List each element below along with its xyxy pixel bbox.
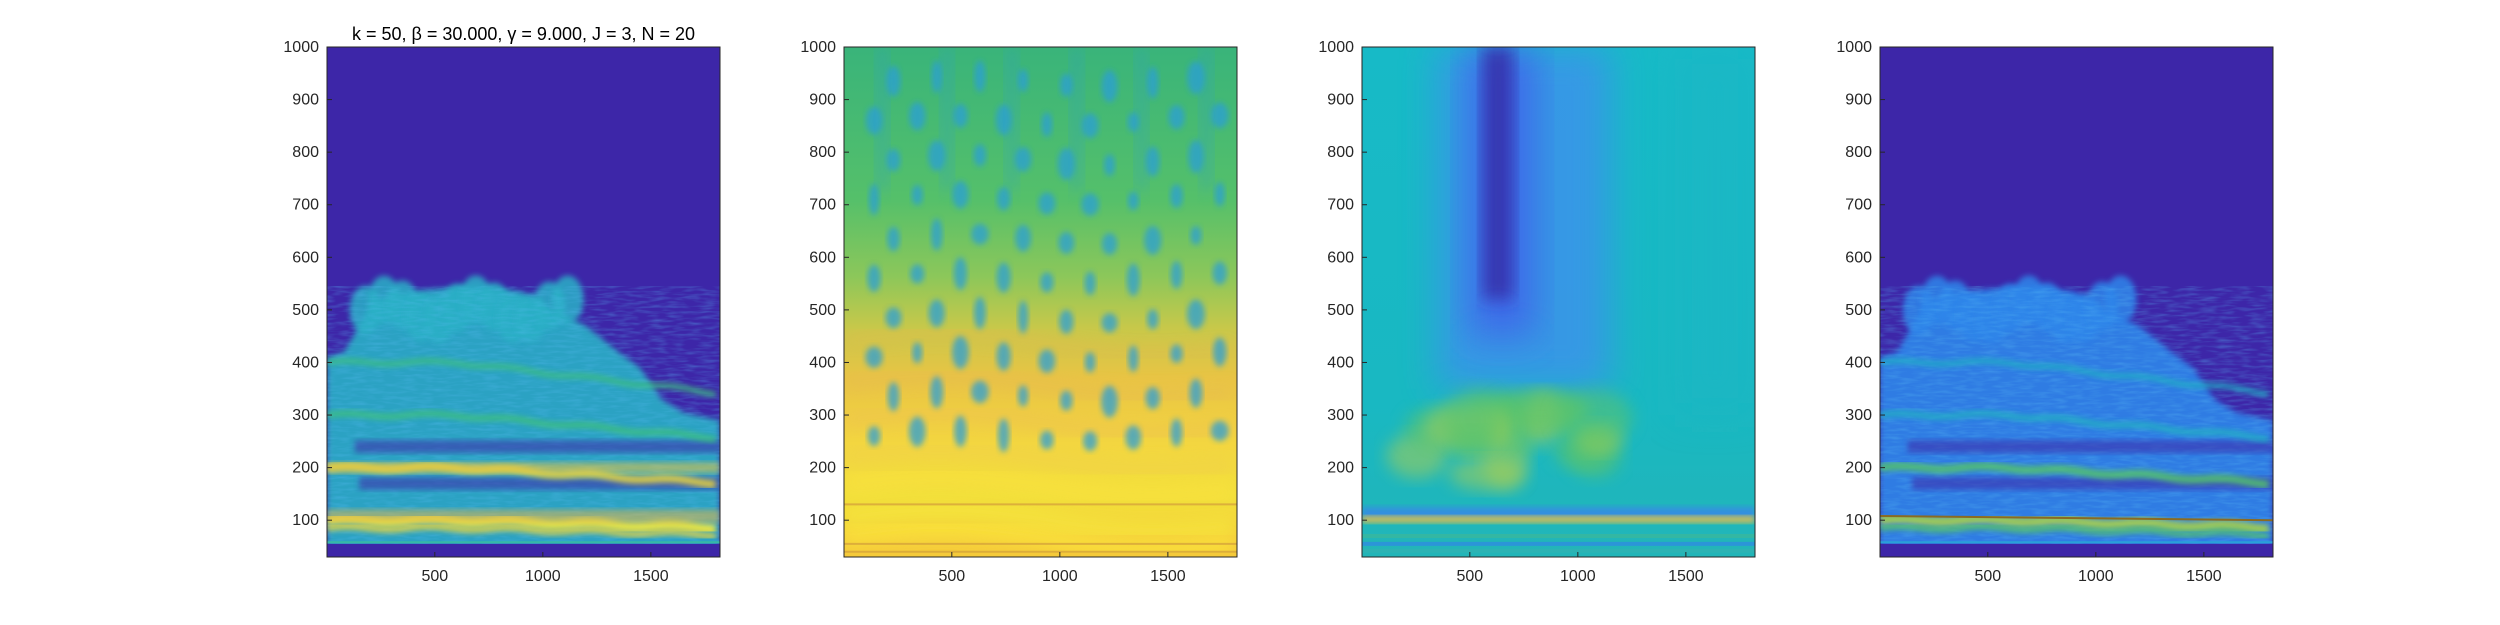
panel-title: k = 50, β = 30.000, γ = 9.000, J = 3, N …	[352, 24, 695, 44]
heatmap-panel-4: 100 200 300 400 500 600 700 800 900 1000 500 1000 15…	[1836, 39, 2274, 585]
axes-box-3	[1361, 46, 1756, 558]
heatmap-image-1	[327, 47, 720, 557]
y-tick-label: 700	[1327, 197, 1354, 214]
y-tick-label: 400	[292, 354, 319, 371]
y-tick-label: 1000	[283, 39, 319, 56]
heatmap-image-3	[1362, 47, 1755, 557]
x-tick-label: 500	[421, 568, 448, 585]
y-tick-label: 300	[292, 407, 319, 424]
y-tick-label: 100	[809, 512, 836, 529]
y-tick-label: 600	[1327, 249, 1354, 266]
heatmap-image-2	[844, 47, 1237, 557]
heatmap-panel-3: 100 200 300 400 500 600 700 800 900 1000 500 1000 15…	[1318, 39, 1756, 585]
y-tick-label: 100	[1845, 512, 1872, 529]
y-tick-label: 200	[292, 460, 319, 477]
axes-box-4	[1879, 46, 2274, 558]
x-tick-label: 500	[1456, 568, 1483, 585]
x-tick-label: 1500	[1668, 568, 1704, 585]
y-tick-label: 900	[809, 92, 836, 109]
heatmap-image-4	[1880, 47, 2273, 557]
x-tick-label: 1000	[525, 568, 561, 585]
y-tick-label: 700	[809, 197, 836, 214]
y-tick-label: 800	[809, 144, 836, 161]
x-tick-label: 1000	[2078, 568, 2114, 585]
y-tick-label: 500	[1327, 302, 1354, 319]
x-tick-label: 1500	[2186, 568, 2222, 585]
x-tick-label: 1000	[1042, 568, 1078, 585]
y-tick-label: 300	[1845, 407, 1872, 424]
y-tick-label: 600	[809, 249, 836, 266]
axes-box-1	[326, 46, 721, 558]
y-tick-label: 300	[1327, 407, 1354, 424]
y-tick-label: 200	[1327, 460, 1354, 477]
y-tick-label: 100	[292, 512, 319, 529]
y-tick-label: 1000	[1318, 39, 1354, 56]
y-tick-label: 500	[809, 302, 836, 319]
y-tick-label: 500	[292, 302, 319, 319]
y-tick-label: 400	[809, 354, 836, 371]
y-tick-label: 200	[1845, 460, 1872, 477]
y-tick-label: 400	[1327, 354, 1354, 371]
heatmap-panel-2: 100 200 300 400 500 600 700 800 900 1000 500 1000 15…	[800, 39, 1238, 585]
axes-box-2	[843, 46, 1238, 558]
y-tick-label: 600	[1845, 249, 1872, 266]
y-tick-label: 700	[292, 197, 319, 214]
heatmap-panel-1: 100 200 300 400 500 600 700 800 900 1000 500 1000 15…	[283, 24, 721, 585]
y-tick-label: 400	[1845, 354, 1872, 371]
y-tick-label: 800	[292, 144, 319, 161]
x-tick-label: 1000	[1560, 568, 1596, 585]
y-tick-label: 700	[1845, 197, 1872, 214]
y-tick-label: 100	[1327, 512, 1354, 529]
y-tick-label: 900	[1845, 92, 1872, 109]
x-tick-label: 1500	[633, 568, 669, 585]
x-tick-label: 1500	[1150, 568, 1186, 585]
y-tick-label: 1000	[800, 39, 836, 56]
y-tick-label: 1000	[1836, 39, 1872, 56]
x-tick-label: 500	[938, 568, 965, 585]
y-tick-label: 900	[1327, 92, 1354, 109]
y-tick-label: 800	[1327, 144, 1354, 161]
y-tick-label: 600	[292, 249, 319, 266]
y-tick-label: 900	[292, 92, 319, 109]
y-tick-label: 500	[1845, 302, 1872, 319]
y-tick-label: 300	[809, 407, 836, 424]
y-tick-label: 200	[809, 460, 836, 477]
x-tick-label: 500	[1974, 568, 2001, 585]
y-tick-label: 800	[1845, 144, 1872, 161]
